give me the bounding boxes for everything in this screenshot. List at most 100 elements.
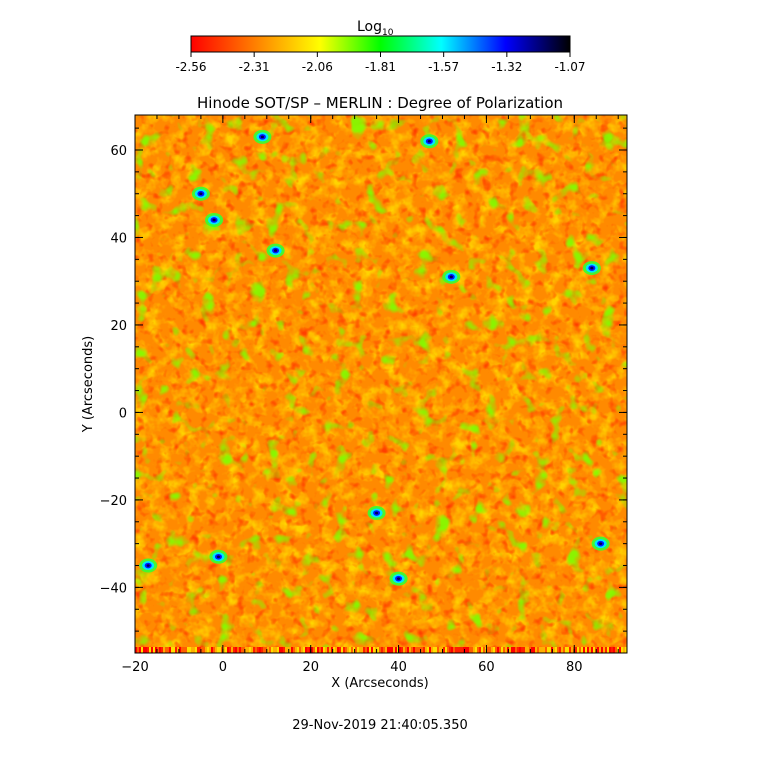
band-stripe — [279, 647, 281, 653]
x-tick-label: 40 — [390, 660, 407, 675]
band-stripe — [321, 647, 323, 653]
band-stripe — [313, 647, 315, 653]
band-stripe — [447, 647, 449, 653]
band-stripe — [553, 647, 555, 653]
band-stripe — [419, 647, 421, 653]
band-stripe — [361, 647, 363, 653]
band-stripe — [569, 647, 571, 653]
band-stripe — [439, 647, 441, 653]
band-stripe — [503, 647, 505, 653]
band-stripe — [393, 647, 395, 653]
band-stripe — [351, 647, 353, 653]
band-stripe — [413, 647, 415, 653]
band-stripe — [517, 647, 519, 653]
band-stripe — [613, 647, 615, 653]
band-stripe — [513, 647, 515, 653]
band-stripe — [291, 647, 293, 653]
band-stripe — [501, 647, 503, 653]
band-stripe — [431, 647, 433, 653]
band-stripe — [165, 647, 167, 653]
band-stripe — [367, 647, 369, 653]
polarization-patch — [253, 129, 272, 144]
band-stripe — [137, 647, 139, 653]
band-stripe — [525, 647, 527, 653]
band-stripe — [179, 647, 181, 653]
band-stripe — [359, 647, 361, 653]
band-stripe — [357, 647, 359, 653]
band-stripe — [323, 647, 325, 653]
band-stripe — [421, 647, 423, 653]
band-stripe — [577, 647, 579, 653]
band-stripe — [247, 647, 249, 653]
x-tick-label: 60 — [478, 660, 495, 675]
colorbar-tick-label: -2.06 — [302, 60, 333, 74]
band-stripe — [497, 647, 499, 653]
band-stripe — [153, 647, 155, 653]
band-stripe — [167, 647, 169, 653]
band-stripe — [293, 647, 295, 653]
polarization-patch — [367, 506, 386, 521]
band-stripe — [369, 647, 371, 653]
band-stripe — [493, 647, 495, 653]
band-stripe — [177, 647, 179, 653]
polarization-patch — [205, 212, 224, 227]
band-stripe — [537, 647, 539, 653]
band-stripe — [363, 647, 365, 653]
band-stripe — [455, 647, 457, 653]
band-stripe — [375, 647, 377, 653]
band-stripe — [225, 647, 227, 653]
band-stripe — [309, 647, 311, 653]
band-stripe — [477, 647, 479, 653]
band-stripe — [341, 647, 343, 653]
colorbar-tick-label: -1.81 — [365, 60, 396, 74]
band-stripe — [473, 647, 475, 653]
band-stripe — [205, 647, 207, 653]
band-stripe — [401, 647, 403, 653]
band-stripe — [263, 647, 265, 653]
band-stripe — [197, 647, 199, 653]
band-stripe — [381, 647, 383, 653]
band-stripe — [623, 647, 625, 653]
band-stripe — [155, 647, 157, 653]
band-stripe — [271, 647, 273, 653]
band-stripe — [317, 647, 319, 653]
band-stripe — [221, 647, 223, 653]
band-stripe — [471, 647, 473, 653]
band-stripe — [523, 647, 525, 653]
band-stripe — [547, 647, 549, 653]
band-stripe — [235, 647, 237, 653]
band-stripe — [411, 647, 413, 653]
band-stripe — [399, 647, 401, 653]
plot-frame — [134, 114, 628, 654]
band-stripe — [575, 647, 577, 653]
band-stripe — [481, 647, 483, 653]
band-stripe — [215, 647, 217, 653]
band-stripe — [289, 647, 291, 653]
band-stripe — [315, 647, 317, 653]
band-stripe — [311, 647, 313, 653]
polarization-patch — [139, 558, 158, 573]
band-stripe — [509, 647, 511, 653]
band-stripe — [199, 647, 201, 653]
band-stripe — [449, 647, 451, 653]
colorbar — [190, 35, 571, 53]
band-stripe — [371, 647, 373, 653]
band-stripe — [259, 647, 261, 653]
colorbar-tick-label: -2.31 — [239, 60, 270, 74]
y-tick-label: 60 — [110, 144, 127, 159]
band-stripe — [557, 647, 559, 653]
colorbar-title: Log10 — [357, 19, 394, 38]
band-stripe — [443, 647, 445, 653]
band-stripe — [611, 647, 613, 653]
band-stripe — [607, 647, 609, 653]
band-stripe — [171, 647, 173, 653]
y-tick-label: 40 — [110, 231, 127, 246]
band-stripe — [237, 647, 239, 653]
band-stripe — [207, 647, 209, 653]
band-stripe — [621, 647, 623, 653]
colorbar-tick-label: -2.56 — [175, 60, 206, 74]
band-stripe — [483, 647, 485, 653]
band-stripe — [539, 647, 541, 653]
band-stripe — [251, 647, 253, 653]
band-stripe — [535, 647, 537, 653]
